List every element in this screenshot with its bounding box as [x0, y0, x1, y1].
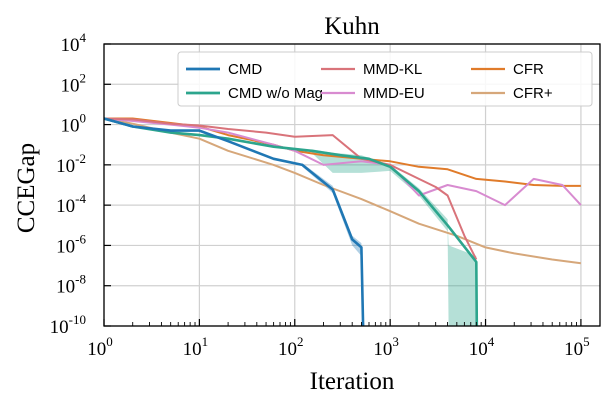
line-cmd — [104, 117, 365, 326]
y-tick-label: 104 — [61, 30, 87, 56]
band-cmd-w-o-mag — [311, 149, 477, 326]
y-tick-label: 10-8 — [56, 272, 86, 298]
x-tick-label: 103 — [373, 334, 399, 360]
series-lines — [104, 117, 582, 326]
x-axis-title: Iteration — [310, 368, 395, 395]
x-tick-label: 102 — [278, 334, 304, 360]
y-axis-title: CCEGap — [13, 143, 40, 233]
legend-label-cmd: CMD — [228, 61, 262, 78]
y-tick-label: 102 — [61, 70, 87, 96]
x-tick-label: 101 — [183, 334, 209, 360]
y-tick-label: 10-4 — [56, 191, 86, 217]
band-cmd — [302, 163, 362, 256]
legend-label-cfr-: CFR+ — [513, 85, 553, 102]
x-tick-label: 100 — [87, 334, 113, 360]
chart-title: Kuhn — [324, 13, 380, 40]
legend-label-mmd-eu: MMD-EU — [363, 85, 425, 102]
y-tick-label: 10-10 — [50, 312, 86, 338]
legend-label-mmd-kl: MMD-KL — [363, 61, 422, 78]
y-tick-label: 10-2 — [56, 151, 86, 177]
y-tick-label: 100 — [61, 111, 87, 137]
line-cfr- — [104, 117, 582, 265]
x-tick-label: 104 — [469, 334, 495, 360]
axis-ticks: 100 101 102 103 104 105 10-10 10-8 10-6 10-4 10-2 1… — [50, 30, 590, 360]
line-mmd-eu — [104, 117, 582, 207]
legend: CMD MMD-KL CFR CMD w/o Mag MMD-EU CFR+ — [177, 51, 593, 107]
confidence-bands — [302, 149, 477, 326]
x-tick-label: 105 — [564, 334, 590, 360]
line-cmd-w-o-mag — [104, 117, 479, 326]
legend-label-cmd-w-o-mag: CMD w/o Mag — [228, 85, 323, 102]
legend-label-cfr: CFR — [513, 61, 544, 78]
y-tick-label: 10-6 — [56, 231, 86, 257]
line-mmd-kl — [104, 117, 478, 260]
